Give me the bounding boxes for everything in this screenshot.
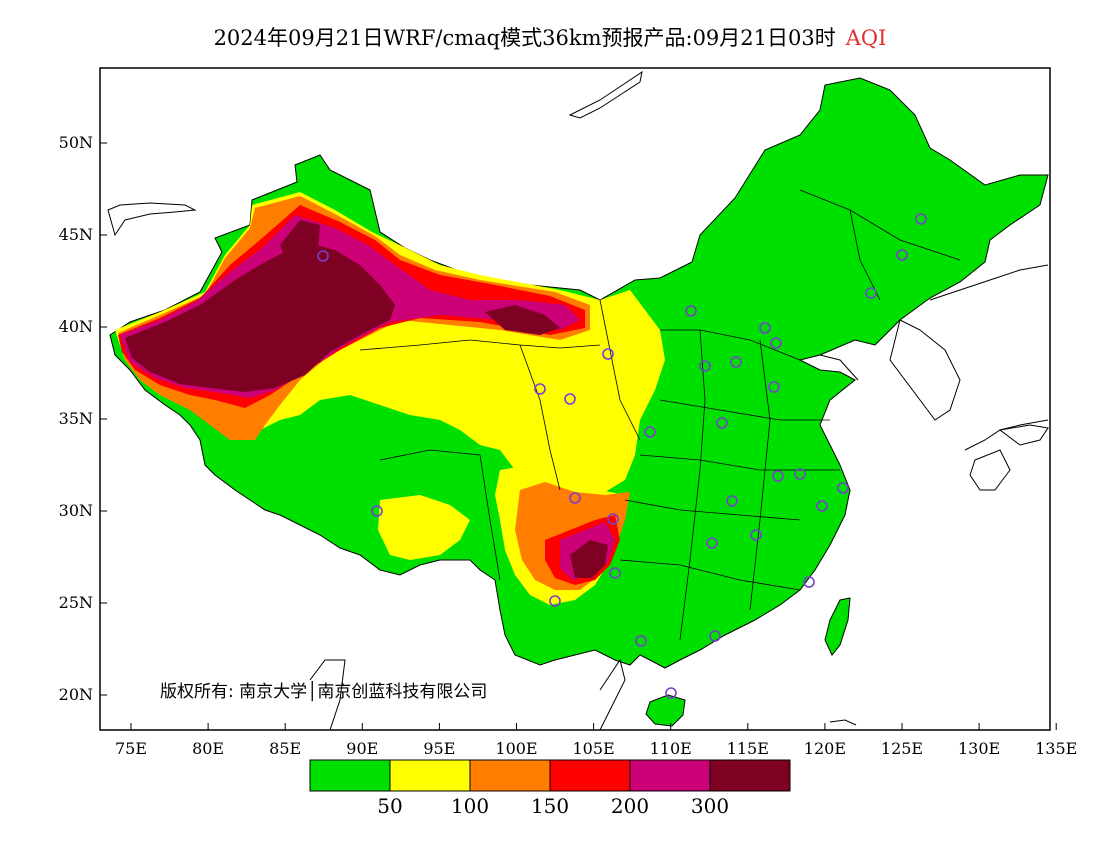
station-marker [726, 495, 738, 507]
lon-tick-label: 100E [495, 739, 537, 758]
monitoring-stations [317, 213, 927, 699]
taiwan-island [824, 597, 851, 656]
station-marker [534, 383, 546, 395]
lat-tick-label: 35N [59, 409, 93, 428]
lon-tick-label: 105E [572, 739, 614, 758]
title-main: 2024年09月21日WRF/cmaq模式36km预报产品:09月21日03时 [213, 26, 836, 50]
lon-tick-label: 125E [881, 739, 923, 758]
station-marker [750, 529, 762, 541]
lon-tick-label: 75E [115, 739, 147, 758]
lon-tick-label: 130E [958, 739, 1000, 758]
lon-tick-label: 95E [423, 739, 455, 758]
station-marker [770, 337, 782, 349]
lat-tick-label: 45N [59, 225, 93, 244]
region-hazardous-dzungaria [280, 220, 320, 262]
station-marker [569, 492, 581, 504]
lat-tick-label: 20N [59, 685, 93, 704]
legend-label: 50 [377, 794, 402, 818]
lon-tick-label: 80E [192, 739, 224, 758]
lon-tick-label: 85E [269, 739, 301, 758]
station-marker [549, 595, 561, 607]
aqi-legend: 50 100 150 200 300 [309, 759, 791, 818]
legend-label: 150 [531, 794, 569, 818]
lon-tick-label: 110E [650, 739, 692, 758]
station-marker [716, 417, 728, 429]
station-marker [371, 505, 383, 517]
station-marker [564, 393, 576, 405]
legend-label: 200 [611, 794, 649, 818]
station-marker [317, 250, 329, 262]
region-hazardous-tarim [125, 242, 395, 392]
station-marker [609, 567, 621, 579]
station-marker [602, 348, 614, 360]
station-marker [816, 500, 828, 512]
province-boundaries [359, 189, 961, 641]
longitude-axis: 75E 80E 85E 90E 95E 100E 105E 110E 115E 120E 125E 1… [115, 723, 1077, 758]
lon-tick-label: 115E [727, 739, 769, 758]
legend-label: 100 [451, 794, 489, 818]
station-marker [685, 305, 697, 317]
map-area: 版权所有: 南京大学│南京创蓝科技有限公司 [100, 68, 1050, 730]
title-variable: AQI [845, 26, 887, 50]
station-marker [699, 360, 711, 372]
region-moderate-tibet [378, 495, 470, 560]
lon-tick-label: 90E [346, 739, 378, 758]
station-marker [730, 356, 742, 368]
map-title: 2024年09月21日WRF/cmaq模式36km预报产品:09月21日03时 A… [0, 22, 1100, 52]
station-marker [837, 482, 849, 494]
map-frame [99, 67, 1051, 731]
foreign-coastlines [107, 70, 1049, 730]
station-marker [759, 322, 771, 334]
station-marker [803, 576, 815, 588]
legend-swatch [709, 759, 791, 792]
station-marker [794, 468, 806, 480]
station-marker [915, 213, 927, 225]
region-hazardous-inner [485, 305, 560, 335]
station-marker [768, 381, 780, 393]
region-hazardous-sichuan [570, 540, 608, 578]
hainan-island [645, 694, 686, 727]
lat-tick-label: 40N [59, 317, 93, 336]
station-marker [665, 687, 677, 699]
station-marker [896, 249, 908, 261]
station-marker [706, 537, 718, 549]
station-marker [865, 287, 877, 299]
legend-swatch [629, 759, 711, 792]
legend-swatch [469, 759, 551, 792]
station-marker [635, 635, 647, 647]
lon-tick-label: 120E [804, 739, 846, 758]
copyright-text: 版权所有: 南京大学│南京创蓝科技有限公司 [160, 681, 487, 702]
station-marker [644, 426, 656, 438]
station-marker [607, 513, 619, 525]
lat-tick-label: 50N [59, 133, 93, 152]
lon-tick-label: 135E [1035, 739, 1077, 758]
legend-swatch [389, 759, 471, 792]
station-marker [709, 630, 721, 642]
lat-tick-label: 30N [59, 501, 93, 520]
station-marker [772, 470, 784, 482]
legend-swatch [549, 759, 631, 792]
legend-swatch [309, 759, 391, 792]
legend-label: 300 [691, 794, 729, 818]
lat-tick-label: 25N [59, 593, 93, 612]
latitude-axis: 50N 45N 40N 35N 30N 25N 20N [59, 133, 107, 704]
